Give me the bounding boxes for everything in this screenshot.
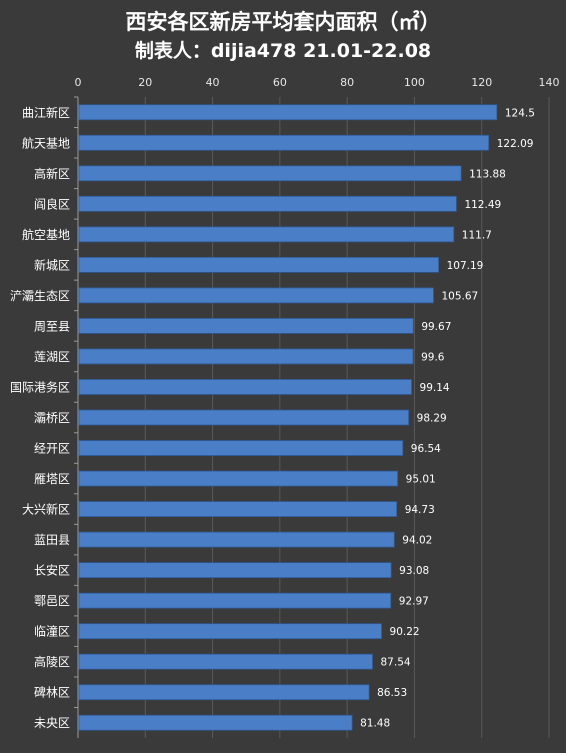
bar [78,440,404,456]
category-label: 蓝田县 [34,533,70,547]
x-tick-label: 60 [273,76,287,89]
value-label: 107.19 [447,260,484,272]
value-label: 113.88 [469,168,506,180]
x-tick-label: 40 [206,76,220,89]
category-label: 临潼区 [34,624,70,639]
bar [78,379,412,395]
x-tick-label: 0 [75,76,82,89]
bar [78,226,455,243]
x-tick-label: 120 [471,76,492,89]
category-label: 航空基地 [22,227,70,242]
value-label: 99.6 [421,351,445,363]
value-label: 99.14 [420,382,450,394]
bar [78,623,382,640]
bar [78,318,414,334]
category-label: 浐灞生态区 [10,289,70,303]
value-label: 122.09 [497,138,534,150]
category-label: 曲江新区 [22,105,70,120]
bar [78,256,440,273]
category-label: 长安区 [34,563,70,578]
chart-title: 西安各区新房平均套内面积（㎡） [125,9,441,34]
bar [78,501,398,517]
bar [78,409,410,426]
bar [78,531,395,548]
bar [78,195,457,212]
category-label: 鄠邑区 [34,594,70,608]
x-tick-label: 20 [138,76,152,89]
bar [78,287,434,304]
category-label: 阎良区 [34,196,70,211]
bar [78,104,498,121]
value-label: 124.5 [505,107,535,119]
value-label: 94.02 [402,535,432,547]
category-label: 周至县 [34,319,70,333]
bar [78,562,392,579]
value-label: 90.22 [390,626,420,638]
category-label: 莲湖区 [34,349,70,364]
value-label: 86.53 [377,687,407,699]
category-label: 碑林区 [34,685,70,700]
value-label: 95.01 [406,474,436,486]
bar [78,592,392,609]
value-label: 92.97 [399,596,429,608]
category-label: 经开区 [34,442,70,456]
bar [78,348,414,365]
value-label: 93.08 [399,565,429,577]
bar [78,653,373,670]
bar [78,134,490,151]
chart-subtitle: 制表人：dijia478 21.01-22.08 [134,40,432,62]
x-tick-label: 80 [340,76,354,89]
category-label: 高新区 [34,166,70,181]
category-label: 雁塔区 [34,472,70,486]
bar [78,470,399,487]
category-label: 航天基地 [22,135,70,150]
value-label: 105.67 [442,290,479,302]
value-label: 112.49 [464,199,501,211]
category-label: 大兴新区 [22,502,70,517]
x-tick-label: 100 [404,76,425,89]
category-label: 新城区 [34,257,70,272]
value-label: 94.73 [405,504,435,516]
value-label: 96.54 [411,443,441,455]
bar [78,714,353,731]
value-label: 81.48 [360,718,390,730]
category-label: 高陵区 [34,654,70,669]
category-label: 未央区 [34,716,70,730]
category-label: 国际港务区 [10,379,70,394]
bar [78,684,370,701]
x-tick-label: 140 [539,76,560,89]
category-label: 灞桥区 [34,411,70,425]
value-label: 99.67 [421,321,451,333]
value-label: 87.54 [381,657,411,669]
value-label: 111.7 [462,229,492,241]
bar [78,165,462,182]
value-label: 98.29 [417,413,447,425]
